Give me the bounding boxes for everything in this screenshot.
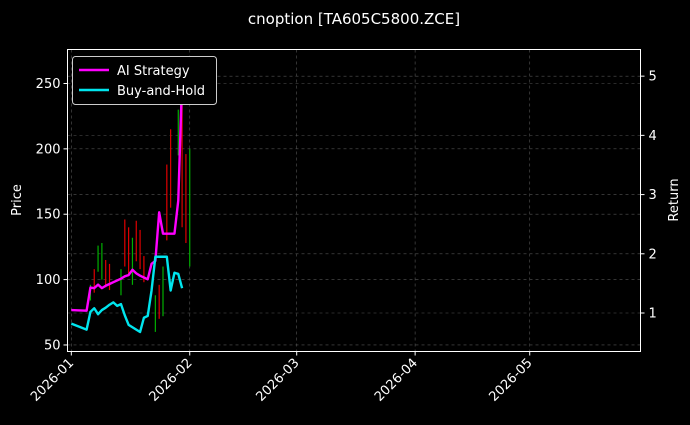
- y-tick-label-right: 4: [649, 129, 657, 144]
- legend-label-bh: Buy-and-Hold: [117, 84, 205, 99]
- y-tick-label-left: 200: [36, 142, 61, 157]
- y-axis-label-right: Return: [667, 178, 682, 221]
- series-line-buy-and-hold: [70, 255, 184, 334]
- legend: AI Strategy Buy-and-Hold: [72, 56, 217, 105]
- legend-box: [72, 56, 217, 105]
- y-tick-label-left: 100: [36, 273, 61, 288]
- y-tick-label-left: 50: [44, 338, 61, 353]
- y-tick-label-left: 250: [36, 77, 61, 92]
- y-tick-label-right: 5: [649, 70, 657, 85]
- y-tick-label-left: 150: [36, 208, 61, 223]
- y-axis-label-left: Price: [10, 184, 25, 216]
- plot-frame: [67, 49, 641, 352]
- return-lines: [70, 79, 184, 334]
- series-line-ai-strategy: [71, 79, 184, 312]
- chart-title: cnoption [TA605C5800.ZCE]: [248, 10, 460, 28]
- y-tick-label-right: 2: [649, 247, 657, 262]
- legend-label-ai: AI Strategy: [117, 64, 190, 79]
- y-tick-label-right: 1: [649, 307, 657, 322]
- y-tick-label-right: 3: [649, 188, 657, 203]
